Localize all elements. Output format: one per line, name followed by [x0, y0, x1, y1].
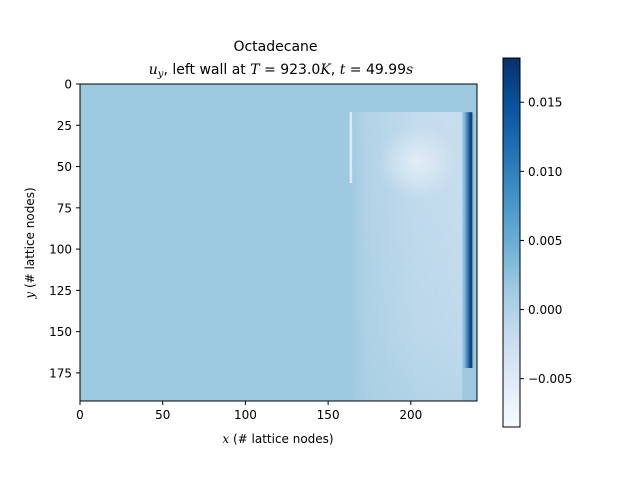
y-axis-label: y (# lattice nodes)	[23, 187, 37, 299]
melt-front-line	[349, 112, 353, 184]
y-tick-label: 100	[49, 243, 72, 257]
y-tick-label: 150	[49, 325, 72, 339]
colorbar-tick-label: 0.000	[528, 303, 562, 317]
x-tick-label: 100	[234, 408, 257, 422]
y-tick-label: 75	[57, 201, 72, 215]
colorbar-tick-label: −0.005	[528, 372, 572, 386]
boundary-layer	[462, 112, 474, 368]
negative-core	[377, 125, 458, 200]
y-tick-label: 0	[64, 78, 72, 92]
heatmap-field	[80, 84, 477, 401]
x-axis-label: x (# lattice nodes)	[222, 432, 333, 446]
y-tick-label: 175	[49, 366, 72, 380]
x-tick-label: 0	[76, 408, 84, 422]
x-tick-label: 50	[155, 408, 170, 422]
colorbar-tick-label: 0.010	[528, 165, 562, 179]
plot-frame	[79, 83, 478, 402]
colorbar-ticks: −0.005 0.000 0.005 0.010 0.015	[520, 96, 572, 386]
y-axis: 0 25 50 75 100 125 150 175	[49, 78, 80, 380]
colorbar-tick-label: 0.005	[528, 234, 562, 248]
x-tick-label: 200	[399, 408, 422, 422]
chart-title-line1: Octadecane	[233, 39, 317, 55]
x-tick-label: 150	[317, 408, 340, 422]
colorbar	[502, 57, 521, 428]
colorbar-tick-label: 0.015	[528, 96, 562, 110]
y-tick-label: 25	[57, 119, 72, 133]
chart-title-line2: uy, left wall at T = 923.0K, t = 49.99s	[149, 62, 413, 80]
x-axis: 0 50 100 150 200	[76, 401, 422, 422]
y-tick-label: 125	[49, 284, 72, 298]
y-tick-label: 50	[57, 160, 72, 174]
